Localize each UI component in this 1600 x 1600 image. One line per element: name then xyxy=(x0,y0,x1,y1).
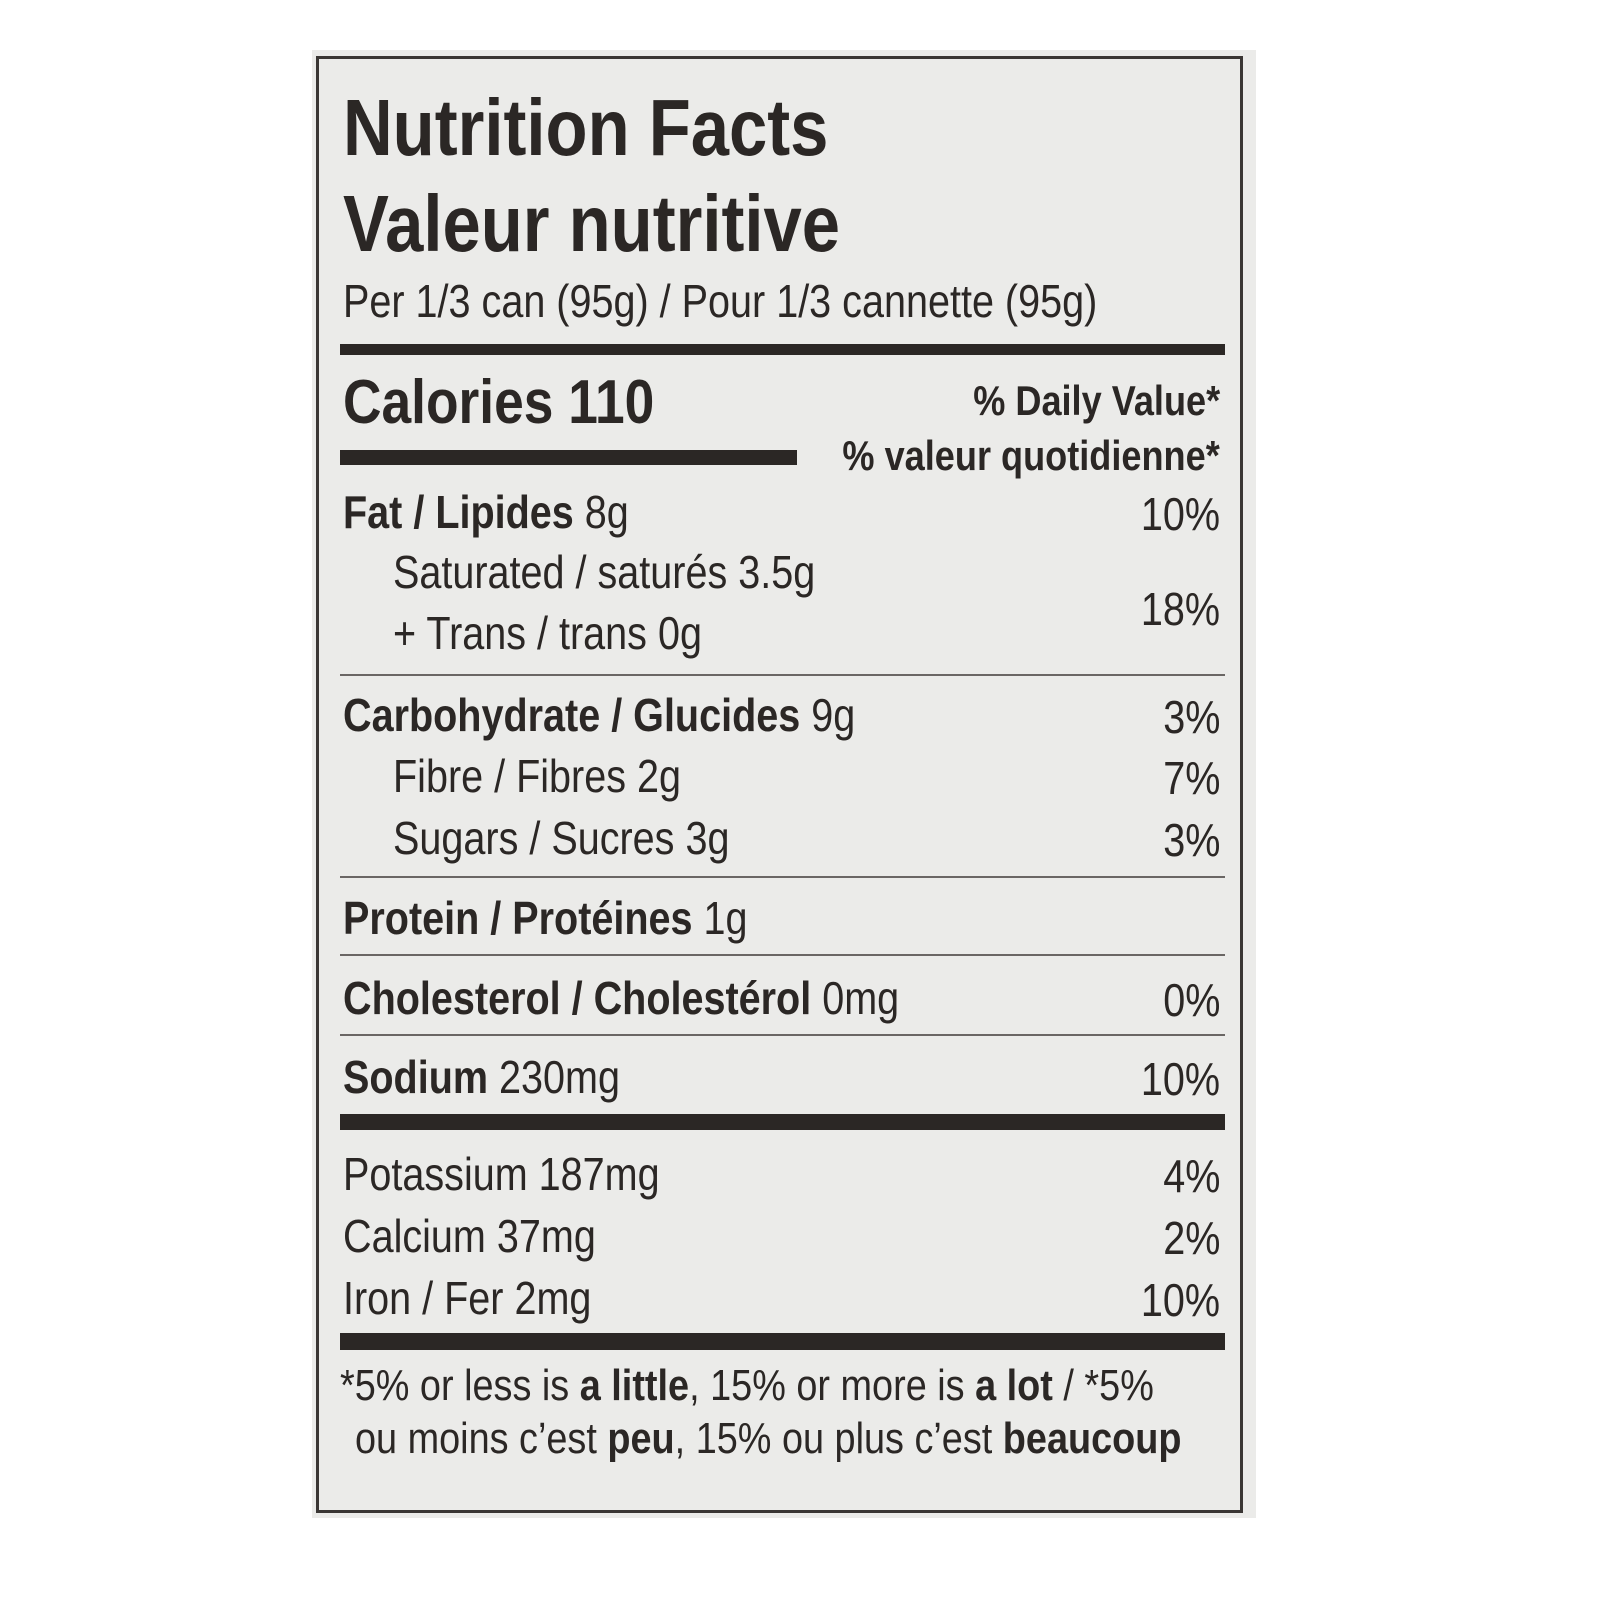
nutrient-sugars: Sugars / Sucres 3g xyxy=(393,812,730,864)
title-en: Nutrition Facts xyxy=(343,83,829,172)
dv-header-en: % Daily Value* xyxy=(973,377,1220,424)
nutrient-protein: Protein / Protéines 1g xyxy=(343,892,748,944)
rule-thin xyxy=(340,954,1225,956)
nutrient-fat: Fat / Lipides 8g xyxy=(343,486,629,538)
dv-iron: 10% xyxy=(1140,1274,1220,1326)
title-fr: Valeur nutritive xyxy=(343,179,841,268)
nutrient-trans: + Trans / trans 0g xyxy=(393,607,702,659)
serving-size: Per 1/3 can (95g) / Pour 1/3 cannette (9… xyxy=(343,275,1098,327)
dv-sugars: 3% xyxy=(1162,814,1220,866)
nutrient-potassium: Potassium 187mg xyxy=(343,1148,660,1200)
dv-calcium: 2% xyxy=(1162,1212,1220,1264)
rule-thin xyxy=(340,876,1225,878)
calories-value: 110 xyxy=(568,368,655,437)
rule-thin xyxy=(340,1034,1225,1036)
label-background xyxy=(312,50,1256,1518)
dv-sat-trans: 18% xyxy=(1140,583,1220,635)
rule-thick xyxy=(340,344,1225,355)
footnote-line-2: ou moins c’est peu, 15% ou plus c’est be… xyxy=(355,1414,1182,1463)
dv-header-fr: % valeur quotidienne* xyxy=(842,432,1220,479)
nutrient-carbohydrate: Carbohydrate / Glucides 9g xyxy=(343,689,856,741)
label-border xyxy=(316,56,1243,1513)
calories-label: Calories xyxy=(343,368,554,437)
dv-carbohydrate: 3% xyxy=(1162,691,1220,743)
dv-fibre: 7% xyxy=(1162,752,1220,804)
dv-potassium: 4% xyxy=(1162,1150,1220,1202)
dv-cholesterol: 0% xyxy=(1162,974,1220,1026)
calories-bar xyxy=(340,450,797,465)
nutrient-sodium: Sodium 230mg xyxy=(343,1051,621,1103)
calories: Calories 110 xyxy=(343,372,654,434)
dv-sodium: 10% xyxy=(1140,1053,1220,1105)
rule-thick xyxy=(340,1333,1225,1350)
nutrient-calcium: Calcium 37mg xyxy=(343,1210,596,1262)
rule-thin xyxy=(340,674,1225,676)
nutrient-fibre: Fibre / Fibres 2g xyxy=(393,750,682,802)
nutrient-saturated: Saturated / saturés 3.5g xyxy=(393,546,816,598)
rule-thick xyxy=(340,1114,1225,1130)
nutrient-iron: Iron / Fer 2mg xyxy=(343,1272,592,1324)
footnote-line-1: *5% or less is a little, 15% or more is … xyxy=(340,1361,1154,1410)
nutrient-cholesterol: Cholesterol / Cholestérol 0mg xyxy=(343,972,900,1024)
dv-fat: 10% xyxy=(1140,488,1220,540)
